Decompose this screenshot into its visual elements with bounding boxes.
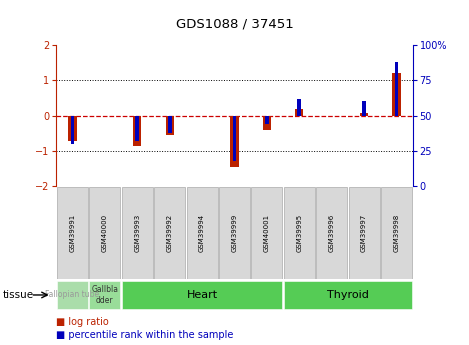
Bar (263, 116, 271, 130)
Text: GSM39999: GSM39999 (232, 214, 237, 252)
Bar (251, 187, 282, 278)
Bar (265, 116, 269, 124)
Bar (295, 109, 303, 116)
Text: GSM39998: GSM39998 (393, 214, 400, 252)
Bar (360, 113, 368, 116)
Text: GSM40000: GSM40000 (102, 214, 108, 252)
Bar (316, 187, 347, 278)
Bar (166, 116, 174, 135)
Text: GSM39997: GSM39997 (361, 214, 367, 252)
Text: Heart: Heart (187, 290, 218, 300)
Bar (187, 187, 218, 278)
Text: Thyroid: Thyroid (327, 290, 369, 300)
Text: GSM40001: GSM40001 (264, 214, 270, 252)
Bar (89, 281, 121, 309)
Bar (348, 187, 380, 278)
Bar (122, 187, 153, 278)
Text: GSM39991: GSM39991 (69, 214, 76, 252)
Text: GDS1088 / 37451: GDS1088 / 37451 (175, 17, 294, 30)
Text: Fallopian tube: Fallopian tube (45, 290, 99, 299)
Text: ■ log ratio: ■ log ratio (56, 317, 109, 326)
Bar (70, 116, 75, 144)
Bar (394, 62, 399, 116)
Bar (168, 116, 172, 132)
Text: GSM39992: GSM39992 (166, 214, 173, 252)
Bar (284, 281, 412, 309)
Text: ■ percentile rank within the sample: ■ percentile rank within the sample (56, 330, 234, 339)
Bar (219, 187, 250, 278)
Bar (393, 73, 401, 116)
Bar (230, 116, 239, 167)
Bar (297, 99, 301, 116)
Bar (57, 187, 88, 278)
Bar (122, 281, 282, 309)
Text: GSM39993: GSM39993 (134, 214, 140, 252)
Bar (68, 116, 76, 141)
Bar (133, 116, 141, 146)
Bar (57, 281, 88, 309)
Text: Gallbla
dder: Gallbla dder (91, 285, 118, 305)
Bar (284, 187, 315, 278)
Bar (154, 187, 185, 278)
Bar (136, 116, 139, 141)
Text: GSM39996: GSM39996 (329, 214, 335, 252)
Text: tissue: tissue (2, 290, 33, 300)
Bar (233, 116, 236, 161)
Bar (381, 187, 412, 278)
Text: GSM39995: GSM39995 (296, 214, 303, 252)
Bar (89, 187, 121, 278)
Bar (362, 101, 366, 116)
Text: GSM39994: GSM39994 (199, 214, 205, 252)
